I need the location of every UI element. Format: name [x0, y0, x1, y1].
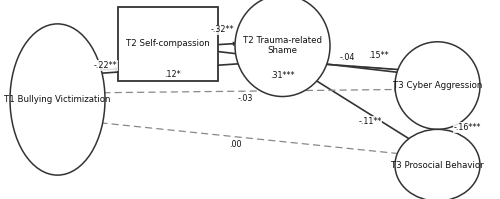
Text: -.16***: -.16***	[454, 123, 481, 132]
Text: T2 Self-compassion: T2 Self-compassion	[126, 39, 210, 48]
Text: -.03: -.03	[238, 94, 252, 103]
Ellipse shape	[395, 129, 480, 199]
Text: T3 Prosocial Behavior: T3 Prosocial Behavior	[391, 161, 484, 170]
Text: .00: .00	[229, 140, 241, 149]
Text: T3 Cyber Aggression: T3 Cyber Aggression	[393, 81, 482, 90]
Text: -.22**: -.22**	[93, 61, 117, 70]
Text: T2 Trauma-related
Shame: T2 Trauma-related Shame	[243, 36, 322, 56]
Text: -.32**: -.32**	[211, 25, 234, 34]
Text: .12*: .12*	[164, 70, 181, 79]
Ellipse shape	[10, 24, 105, 175]
FancyBboxPatch shape	[118, 7, 218, 81]
Ellipse shape	[395, 42, 480, 129]
Text: .15**: .15**	[368, 51, 389, 60]
Text: .31***: .31***	[270, 71, 295, 80]
Text: -.04: -.04	[340, 53, 355, 62]
Ellipse shape	[235, 0, 330, 97]
Text: -.11**: -.11**	[358, 117, 382, 126]
Text: T1 Bullying Victimization: T1 Bullying Victimization	[4, 95, 111, 104]
